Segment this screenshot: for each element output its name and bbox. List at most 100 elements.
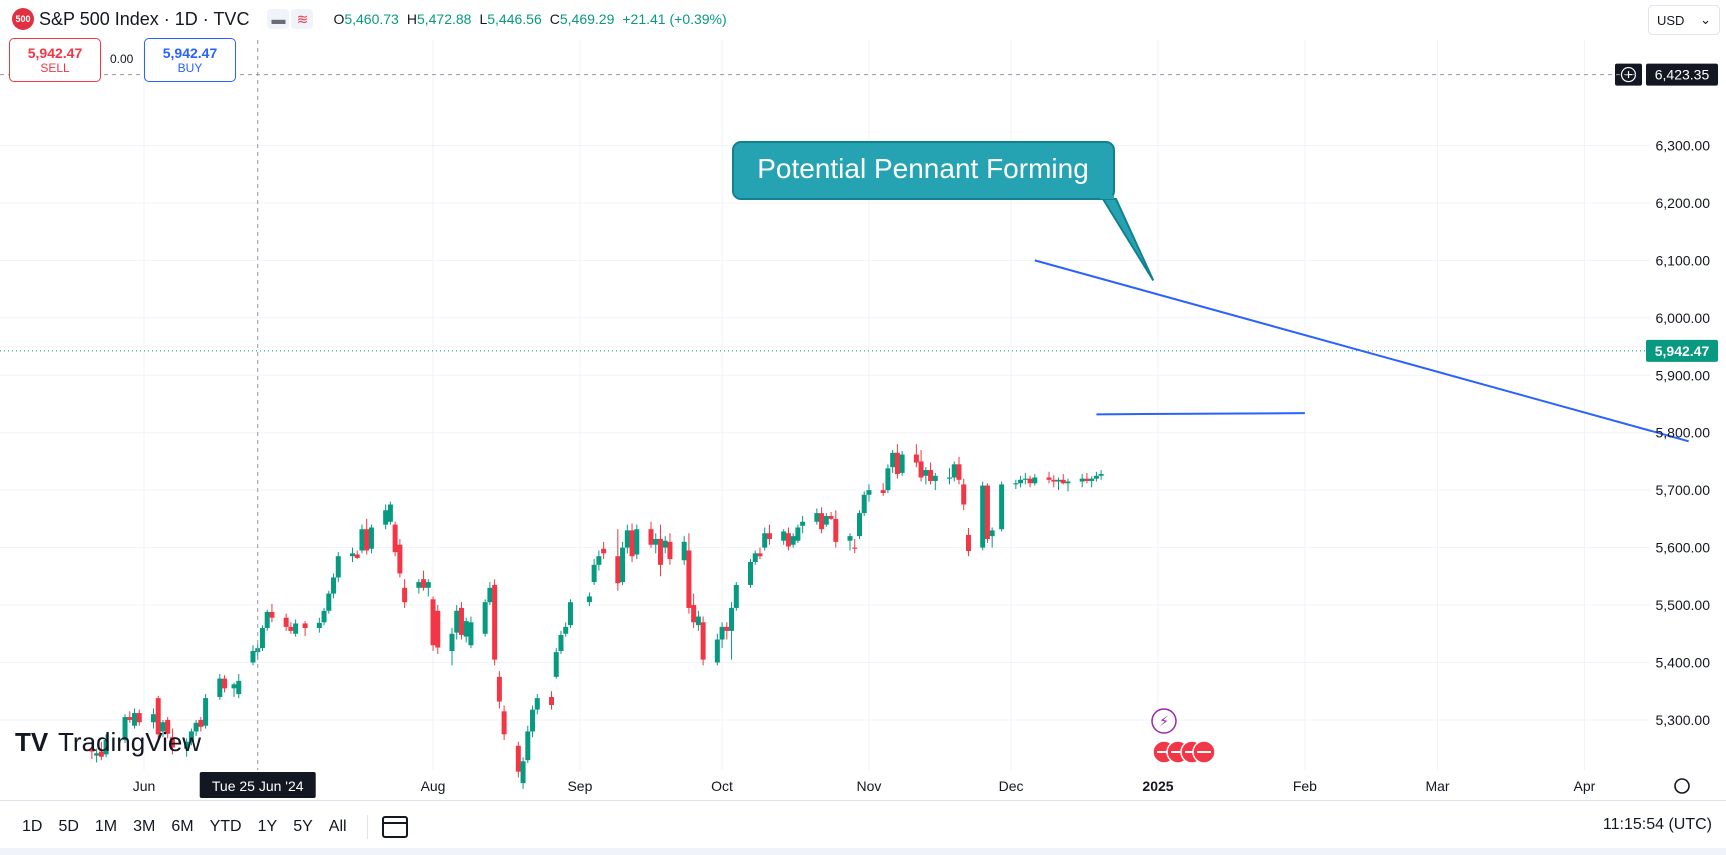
candle: [913, 444, 919, 468]
candle-body: [989, 530, 995, 537]
hide-icon[interactable]: ▬: [267, 9, 290, 29]
price-tick-label: 6,000.00: [1656, 310, 1711, 326]
candle: [530, 705, 536, 738]
candle-body: [866, 490, 872, 495]
chevron-down-icon: ⌄: [1700, 12, 1711, 27]
candle: [150, 708, 156, 729]
timeframe-ytd[interactable]: YTD: [209, 818, 242, 835]
candle-body: [615, 556, 621, 584]
candle-body: [733, 584, 739, 608]
buy-button[interactable]: 5,942.47 BUY: [144, 38, 236, 82]
candle-body: [1079, 478, 1085, 482]
candle-body: [534, 698, 540, 710]
time-tick-label: Mar: [1425, 778, 1449, 794]
candle-body: [326, 593, 332, 611]
candle: [122, 714, 128, 743]
candle: [435, 605, 441, 654]
candle-body: [620, 547, 626, 583]
time-tick-label: 2025: [1142, 778, 1173, 794]
pennant-drawings[interactable]: Potential Pennant Forming: [732, 141, 1689, 443]
settings-gear-icon[interactable]: [1674, 778, 1690, 794]
timeframe-all[interactable]: All: [328, 818, 347, 835]
candle: [932, 472, 938, 491]
utc-clock[interactable]: 11:15:54 (UTC): [1602, 816, 1712, 833]
candle-body: [321, 610, 327, 623]
wave-icon[interactable]: ≋: [291, 9, 314, 29]
candle: [515, 741, 521, 778]
candle: [1046, 471, 1052, 484]
buy-label: BUY: [177, 61, 203, 75]
timeframe-5d[interactable]: 5D: [58, 818, 79, 835]
candle-body: [880, 490, 886, 494]
candle: [923, 467, 929, 485]
candle: [421, 570, 427, 591]
candle: [951, 461, 957, 482]
candle-body: [956, 464, 962, 480]
candle: [752, 550, 758, 565]
candle: [667, 533, 673, 565]
candle-body: [392, 524, 398, 553]
candle-body: [686, 550, 692, 608]
candle-body: [383, 510, 389, 525]
candle: [487, 582, 493, 606]
time-tick-label: Sep: [567, 778, 592, 794]
candle: [567, 599, 573, 629]
candle: [316, 617, 322, 633]
candle-body: [397, 544, 403, 574]
price-tick-label: 5,800.00: [1656, 425, 1711, 441]
candle: [1084, 472, 1090, 484]
lightning-glyph: ⚡: [1159, 714, 1169, 730]
candle: [989, 527, 995, 548]
ohlc-close: C5,469.29: [549, 11, 615, 27]
calendar-icon[interactable]: [381, 816, 408, 838]
candle: [1018, 475, 1024, 488]
candle-body: [999, 484, 1005, 530]
ohlc-readout: O5,460.73 H5,472.88 L5,446.56 C5,469.29 …: [333, 11, 726, 27]
candle: [662, 536, 668, 554]
timeframe-1m[interactable]: 1M: [94, 818, 118, 835]
candle: [1093, 471, 1099, 482]
candle-body: [856, 513, 862, 537]
candle-body: [525, 731, 531, 761]
candle: [1089, 476, 1095, 488]
timeframe-6m[interactable]: 6M: [171, 818, 194, 835]
candle-body: [122, 717, 128, 741]
candle: [520, 757, 526, 789]
crosshair-price-badge-label: 6,423.35: [1655, 67, 1710, 83]
timeframe-1d[interactable]: 1D: [22, 818, 43, 835]
candle: [563, 622, 569, 637]
candle-body: [231, 684, 237, 689]
spread-value: 0.00: [110, 52, 134, 66]
candle-body: [918, 461, 924, 478]
candle-body: [700, 622, 706, 660]
candle: [425, 579, 431, 597]
candle: [397, 538, 403, 578]
timeframe-1y[interactable]: 1Y: [257, 818, 278, 835]
symbol-title[interactable]: S&P 500 Index · 1D · TVC: [39, 8, 250, 29]
time-axis[interactable]: Jun Aug Sep Oct Nov Dec 2025 Feb Mar Apr Tue 25 Ju…: [133, 772, 1690, 798]
candle-body: [98, 751, 104, 757]
candle-body: [127, 717, 133, 720]
candle: [127, 711, 133, 723]
callout-pointer: [1101, 198, 1155, 281]
currency-select[interactable]: USD ⌄: [1648, 5, 1720, 35]
timeframe-3m[interactable]: 3M: [133, 818, 156, 835]
candle-body: [681, 541, 687, 561]
candle: [193, 719, 199, 737]
candle: [596, 550, 602, 571]
candle: [852, 538, 858, 554]
candle-body: [160, 722, 166, 732]
candle: [136, 709, 142, 726]
sell-button[interactable]: 5,942.47 SELL: [9, 38, 101, 82]
candle: [928, 462, 934, 485]
candle-body: [847, 536, 853, 541]
price-axis[interactable]: 5,300.00 5,400.00 5,500.00 5,600.00 5,700.00…: [1615, 63, 1718, 728]
timeframe-5y[interactable]: 5Y: [293, 818, 313, 835]
candle-body: [951, 464, 957, 478]
candle-body: [814, 513, 820, 522]
candle: [790, 533, 796, 548]
candle-body: [236, 680, 242, 695]
candle-body: [861, 494, 867, 514]
candle: [648, 521, 654, 548]
